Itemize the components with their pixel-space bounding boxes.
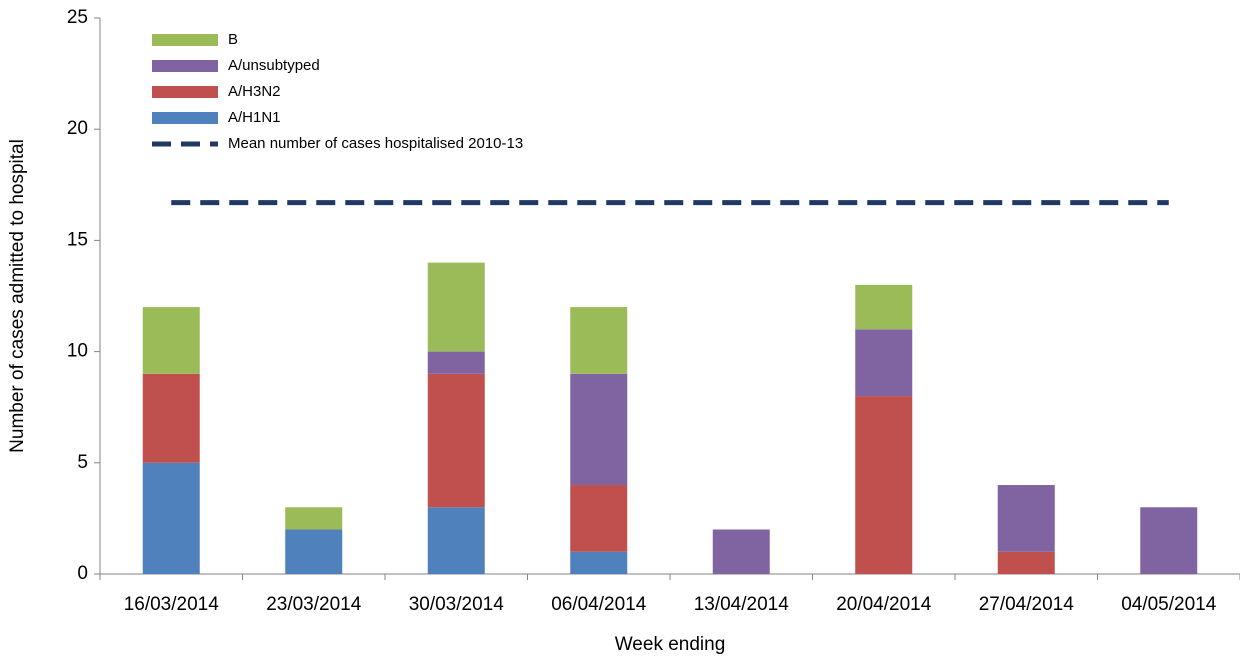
legend-label: A/H3N2 xyxy=(228,83,281,100)
legend-label: A/unsubtyped xyxy=(228,57,320,74)
x-tick-label: 06/04/2014 xyxy=(551,594,647,615)
bar-segment xyxy=(142,462,200,574)
x-tick-label: 30/03/2014 xyxy=(409,594,505,615)
bar-segment xyxy=(570,373,628,486)
bar-segment xyxy=(997,551,1055,574)
bar-segment xyxy=(997,485,1055,552)
y-tick-label: 10 xyxy=(67,341,88,362)
bar-segment xyxy=(712,529,770,574)
legend-swatch xyxy=(152,112,218,124)
legend-swatch xyxy=(152,34,218,46)
y-tick-label: 25 xyxy=(67,7,88,28)
bar-segment xyxy=(142,307,200,374)
bar-segment xyxy=(855,396,913,574)
y-tick-label: 20 xyxy=(67,118,88,139)
bar-segment xyxy=(427,262,485,352)
bar-segment xyxy=(855,329,913,397)
x-tick-label: 04/05/2014 xyxy=(1121,594,1217,615)
bar-segment xyxy=(1140,507,1198,574)
x-tick-label: 13/04/2014 xyxy=(694,594,790,615)
y-axis-label: Number of cases admitted to hospital xyxy=(7,139,28,453)
bar-segment xyxy=(427,507,485,574)
legend-swatch xyxy=(152,60,218,72)
legend-label: A/H1N1 xyxy=(228,109,281,126)
x-tick-label: 16/03/2014 xyxy=(124,594,220,615)
bar-segment xyxy=(142,373,200,463)
bar-segment xyxy=(285,507,343,530)
y-tick-label: 5 xyxy=(77,452,88,473)
legend-label: Mean number of cases hospitalised 2010-1… xyxy=(228,135,523,152)
bar-segment xyxy=(285,529,343,574)
legend-swatch xyxy=(152,86,218,98)
bar-segment xyxy=(427,351,485,374)
y-tick-label: 15 xyxy=(67,229,88,250)
y-tick-label: 0 xyxy=(77,563,88,584)
x-tick-label: 20/04/2014 xyxy=(836,594,932,615)
x-tick-label: 27/04/2014 xyxy=(979,594,1075,615)
x-tick-label: 23/03/2014 xyxy=(266,594,362,615)
bar-segment xyxy=(570,551,628,574)
bar-segment xyxy=(855,284,913,330)
legend-label: B xyxy=(228,31,238,48)
bar-segment xyxy=(427,373,485,508)
bar-segment xyxy=(570,307,628,374)
bar-segment xyxy=(570,485,628,552)
x-axis-label: Week ending xyxy=(615,634,726,655)
